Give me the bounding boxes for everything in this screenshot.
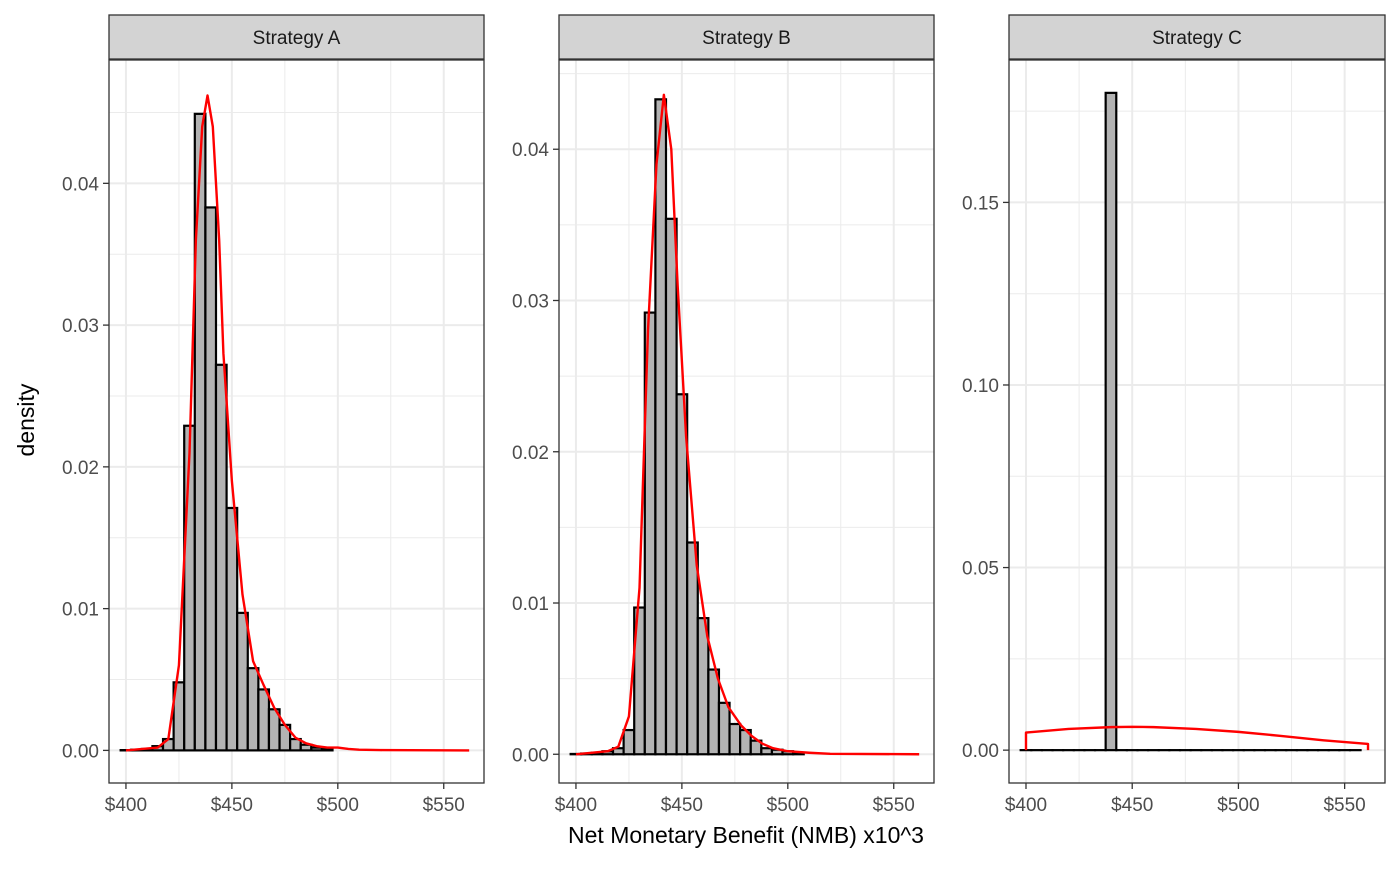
histogram-bar [322,749,333,750]
y-tick-label: 0.03 [512,291,549,312]
x-tick-label: $400 [555,795,597,816]
x-tick-label: $500 [1217,795,1259,816]
histogram-bar [708,670,719,755]
x-tick-label: $550 [1323,795,1365,816]
histogram-bar [677,394,688,754]
y-tick-label: 0.04 [512,140,549,161]
y-tick-label: 0.15 [962,193,999,214]
x-tick-label: $500 [317,795,359,816]
facet-strip-label: Strategy C [1152,28,1242,49]
y-tick-label: 0.02 [512,443,549,464]
y-axis-title: density [13,383,39,456]
panel-background [109,60,484,783]
panel-1: Strategy A 0.00 0.01 0.02 0.03 0.04 $400 $450 $5… [62,15,484,816]
histogram-bar [687,543,698,755]
y-tick-label: 0.00 [62,741,99,762]
facet-strip-label: Strategy B [702,28,791,49]
histogram-bar [655,99,666,754]
y-tick-label: 0.00 [512,745,549,766]
facet-strip-label: Strategy A [253,28,341,49]
y-tick-label: 0.02 [62,458,99,479]
histogram-bar [1106,93,1117,750]
histogram-bar [761,748,772,754]
y-tick-label: 0.10 [962,376,999,397]
histogram-bar [301,745,312,751]
histogram-bar [624,730,635,754]
y-tick-label: 0.05 [962,559,999,580]
y-tick-label: 0.04 [62,174,99,195]
y-tick-label: 0.00 [962,741,999,762]
y-tick-label: 0.01 [62,600,99,621]
histogram-bar [227,508,238,750]
x-tick-label: $500 [767,795,809,816]
panel-2: Strategy B 0.00 0.01 0.02 0.03 0.04 $400 $450 $5… [512,15,934,816]
x-tick-label: $400 [1005,795,1047,816]
histogram-bar [205,207,216,750]
x-axis-title: Net Monetary Benefit (NMB) x10^3 [568,822,924,848]
panel-background [559,60,934,783]
x-tick-label: $450 [661,795,703,816]
x-tick-label: $550 [873,795,915,816]
x-tick-label: $450 [1111,795,1153,816]
panel-background [1009,60,1385,783]
x-tick-label: $550 [423,795,465,816]
histogram-bar [719,703,730,754]
x-tick-label: $400 [105,795,147,816]
histogram-bar [666,219,677,754]
x-tick-label: $450 [211,795,253,816]
histogram-bar [311,748,322,751]
histogram-bar [258,689,269,750]
y-tick-label: 0.01 [512,594,549,615]
histogram-bar [248,668,259,750]
histogram-bar [237,613,248,751]
histogram-bar [216,365,227,751]
panel-3: Strategy C 0.00 0.05 0.10 0.15 $400 $450 $500 $5… [962,15,1385,816]
y-tick-label: 0.03 [62,316,99,337]
histogram-bar [730,724,741,754]
